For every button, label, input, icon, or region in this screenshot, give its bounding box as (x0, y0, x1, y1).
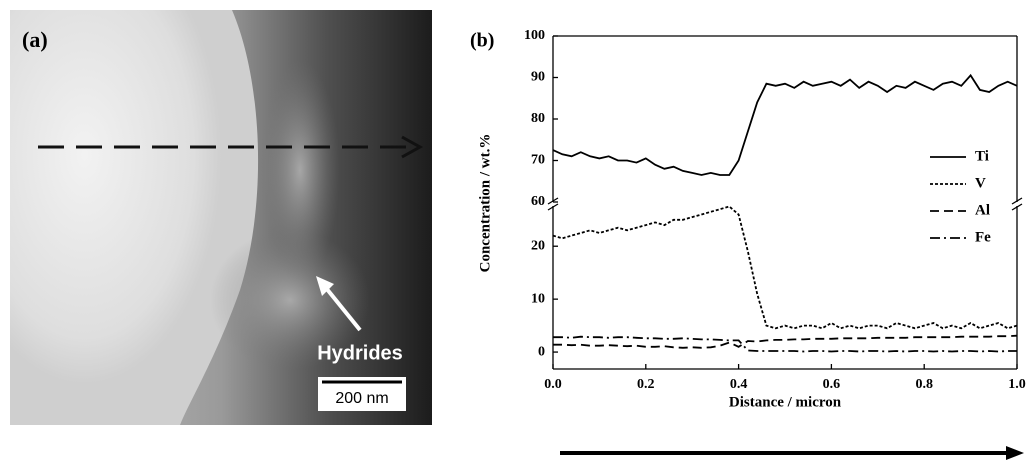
data-line (553, 335, 1017, 353)
x-tick-label: 0.8 (915, 377, 933, 392)
panel-label: (a) (22, 27, 48, 52)
y-axis-label: Concentration / wt.% (477, 134, 493, 273)
legend-label: Al (975, 202, 990, 218)
micrograph: Hydrides 200 nm (a) (10, 10, 432, 425)
data-line (553, 334, 1018, 349)
axis-break (547, 203, 559, 211)
grain (10, 10, 259, 425)
annotation-arrow (320, 281, 362, 332)
y-tick-label: 90 (531, 70, 545, 85)
scan-arrowhead (401, 135, 424, 159)
y-tick-label: 80 (531, 111, 545, 126)
y-tick-label: 100 (524, 28, 545, 43)
y-tick-label: 0 (538, 344, 545, 359)
y-tick-label: 60 (531, 194, 545, 209)
x-tick-label: 0.0 (544, 377, 562, 392)
panel-label: (b) (470, 30, 494, 52)
data-line (552, 73, 1018, 176)
axis-break (1011, 197, 1023, 205)
direction-arrowhead (1006, 446, 1024, 460)
x-tick-label: 1.0 (1008, 377, 1026, 392)
y-tick-label: 20 (531, 238, 545, 253)
scale-bar-label: 200 nm (335, 390, 388, 407)
hydride-region (210, 230, 370, 370)
x-tick-label: 0.6 (823, 377, 841, 392)
data-line (552, 205, 1018, 330)
y-tick-label: 10 (531, 291, 545, 306)
x-tick-label: 0.2 (637, 377, 655, 392)
annotation-arrowhead (316, 276, 334, 296)
legend-label: V (975, 175, 986, 191)
x-axis-label: Distance / micron (729, 394, 842, 410)
axis-break (1011, 203, 1023, 211)
annotation: Hydrides (317, 342, 403, 364)
x-tick-label: 0.4 (730, 377, 748, 392)
legend-label: Fe (975, 229, 991, 245)
legend-label: Ti (975, 148, 989, 164)
hydride-region (260, 60, 340, 280)
axis-break (547, 197, 559, 205)
y-tick-label: 70 (531, 153, 545, 168)
chart: (b) Distance / micron Concentration / wt… (470, 28, 1026, 460)
